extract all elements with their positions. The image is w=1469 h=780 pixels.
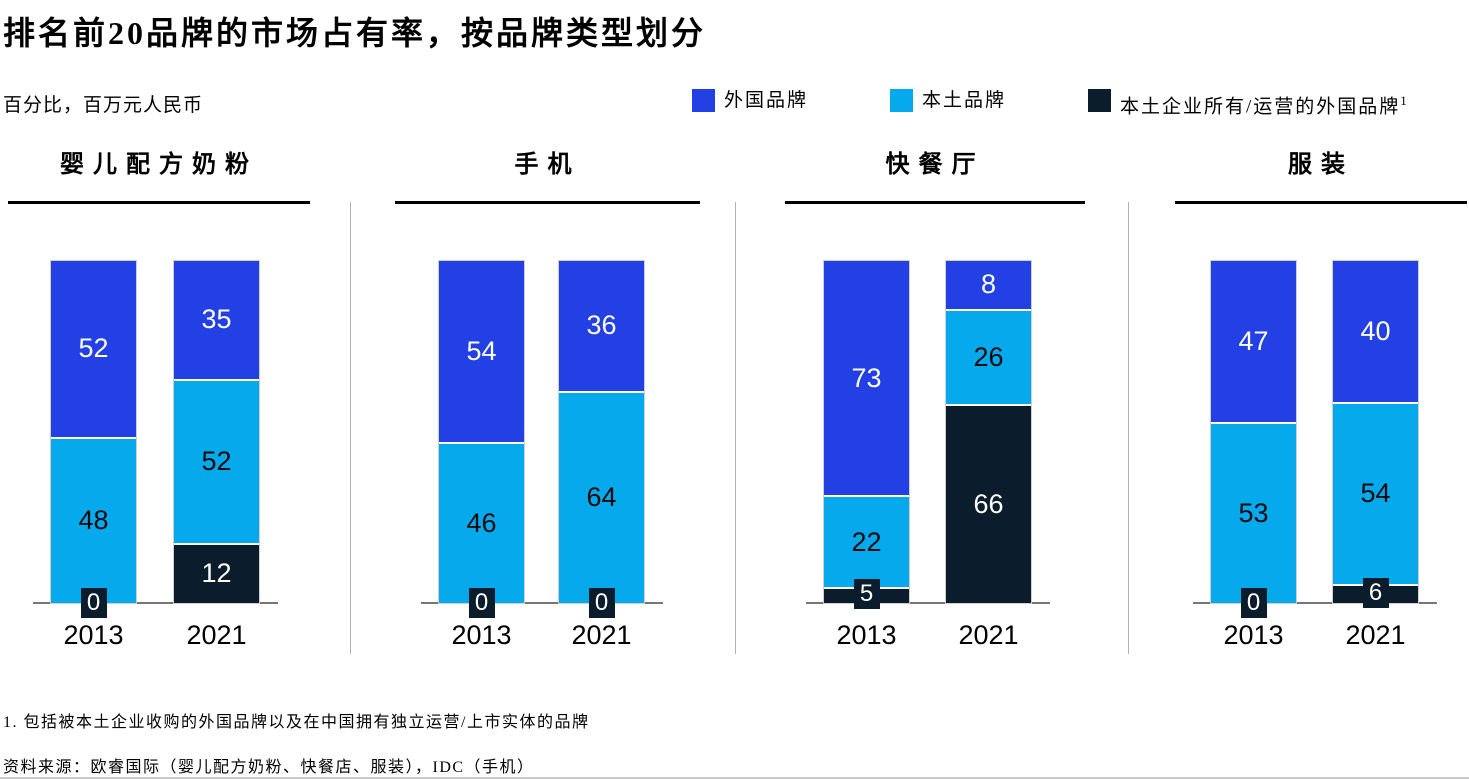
- bar-segment-local-owned-foreign-brands: 12: [174, 542, 259, 603]
- bar-value-label: 52: [78, 333, 109, 364]
- panel-title-rule: [785, 201, 1085, 204]
- panel-divider: [1128, 202, 1129, 654]
- bar-value-label: 64: [586, 482, 617, 513]
- bar-segment-foreign-brands: 73: [824, 261, 909, 496]
- stacked-bar-2021: 40 54 6: [1332, 260, 1419, 608]
- chart-subtitle-units: 百分比，百万元人民币: [3, 95, 204, 116]
- bar-segment-local-brands: 46: [439, 442, 524, 603]
- bar-segment-local-brands: 64: [559, 390, 644, 603]
- panel-title-4: 服装: [1288, 152, 1354, 178]
- x-axis-label-2013: 2013: [63, 620, 124, 650]
- bar-segment-foreign-brands: 36: [559, 261, 644, 391]
- bar-value-label: 36: [586, 310, 617, 341]
- bar-value-label: 53: [1238, 498, 1269, 529]
- x-axis-label-2013: 2013: [1223, 620, 1284, 650]
- source-text: 资料来源：欧睿国际（婴儿配方奶粉、快餐店、服装），IDC（手机）: [3, 759, 535, 776]
- bar-value-label: 12: [201, 558, 232, 589]
- x-axis-label-2021: 2021: [958, 620, 1019, 650]
- x-axis-label-2021: 2021: [1345, 620, 1406, 650]
- legend-label: 本土品牌: [922, 90, 1007, 111]
- bar-value-label: 35: [201, 304, 232, 335]
- bar-value-label: 54: [1360, 478, 1391, 509]
- footnote-marker: 1: [1400, 93, 1409, 108]
- panel-title-rule: [1175, 201, 1467, 204]
- bar-segment-foreign-brands: 52: [51, 261, 136, 437]
- stacked-bar-2013: 52 48 0: [50, 260, 137, 618]
- x-axis-label-2021: 2021: [186, 620, 247, 650]
- panel-title-rule: [395, 201, 700, 204]
- stacked-bar-2013: 54 46 0: [438, 260, 525, 618]
- legend-swatch-local-owned-foreign-brands: [1088, 89, 1111, 112]
- bar-segment-local-brands: 26: [946, 308, 1031, 405]
- bar-value-label: 40: [1360, 315, 1391, 346]
- legend-item-foreign-brands: 外国品牌: [692, 89, 808, 113]
- bar-value-tag-local-owned-foreign-brands: 0: [468, 588, 495, 618]
- stacked-bar-2021: 8 26 66: [945, 260, 1032, 604]
- bar-segment-foreign-brands: 47: [1211, 261, 1296, 423]
- bar-segment-local-brands: 52: [174, 378, 259, 543]
- bar-segment-local-owned-foreign-brands: 66: [946, 404, 1031, 603]
- page-title: 排名前20品牌的市场占有率，按品牌类型划分: [3, 15, 707, 51]
- bar-value-label: 46: [466, 508, 497, 539]
- x-axis-label-2013: 2013: [451, 620, 512, 650]
- legend-label: 外国品牌: [724, 90, 809, 111]
- legend-item-local-brands: 本土品牌: [890, 89, 1006, 113]
- x-axis-label-2021: 2021: [571, 620, 632, 650]
- footnote-text: 1. 包括被本土企业收购的外国品牌以及在中国拥有独立运营/上市实体的品牌: [3, 714, 590, 731]
- bar-value-label: 52: [201, 446, 232, 477]
- x-axis-baseline: [806, 602, 1050, 604]
- legend-item-local-owned-foreign-brands: 本土企业所有/运营的外国品牌1: [1088, 89, 1409, 119]
- bar-value-label: 54: [466, 336, 497, 367]
- panel-title-3: 快餐厅: [885, 152, 985, 178]
- stacked-bar-2021: 36 64 0: [558, 260, 645, 618]
- bar-value-tag-local-owned-foreign-brands: 0: [588, 588, 615, 618]
- bar-value-label: 8: [980, 269, 997, 300]
- bar-value-label: 73: [851, 362, 882, 393]
- bottom-divider: [0, 777, 1469, 779]
- bar-value-tag-local-owned-foreign-brands: 6: [1362, 577, 1389, 608]
- bar-segment-foreign-brands: 8: [946, 261, 1031, 309]
- bar-value-label: 22: [851, 526, 882, 557]
- bar-segment-local-brands: 54: [1333, 401, 1418, 584]
- panel-title-rule: [8, 201, 310, 204]
- bar-value-tag-local-owned-foreign-brands: 0: [80, 588, 107, 618]
- bar-segment-foreign-brands: 54: [439, 261, 524, 443]
- stacked-bar-2013: 73 22 5: [823, 260, 910, 610]
- panel-title-2: 手机: [514, 152, 581, 178]
- stacked-bar-2013: 47 53 0: [1210, 260, 1297, 618]
- bar-segment-foreign-brands: 40: [1333, 261, 1418, 402]
- panel-divider: [735, 202, 736, 654]
- bar-value-tag-local-owned-foreign-brands: 0: [1240, 588, 1267, 618]
- bar-value-label: 26: [973, 341, 1004, 372]
- stacked-bar-2021: 35 52 12: [173, 260, 260, 604]
- x-axis-baseline: [33, 602, 278, 604]
- bar-segment-local-brands: 48: [51, 436, 136, 603]
- bar-segment-foreign-brands: 35: [174, 261, 259, 379]
- bar-value-tag-local-owned-foreign-brands: 5: [853, 579, 880, 610]
- bar-value-label: 47: [1238, 326, 1269, 357]
- x-axis-baseline: [1193, 602, 1437, 604]
- legend-label: 本土企业所有/运营的外国品牌1: [1120, 93, 1409, 118]
- bar-segment-local-brands: 22: [824, 495, 909, 587]
- legend-swatch-foreign-brands: [692, 89, 715, 112]
- bar-value-label: 48: [78, 505, 109, 536]
- x-axis-label-2013: 2013: [836, 620, 897, 650]
- bar-segment-local-brands: 53: [1211, 422, 1296, 603]
- panel-divider: [350, 202, 351, 654]
- legend-swatch-local-brands: [890, 89, 913, 112]
- x-axis-baseline: [421, 602, 663, 604]
- bar-value-label: 66: [973, 489, 1004, 520]
- panel-title-1: 婴儿配方奶粉: [60, 152, 258, 178]
